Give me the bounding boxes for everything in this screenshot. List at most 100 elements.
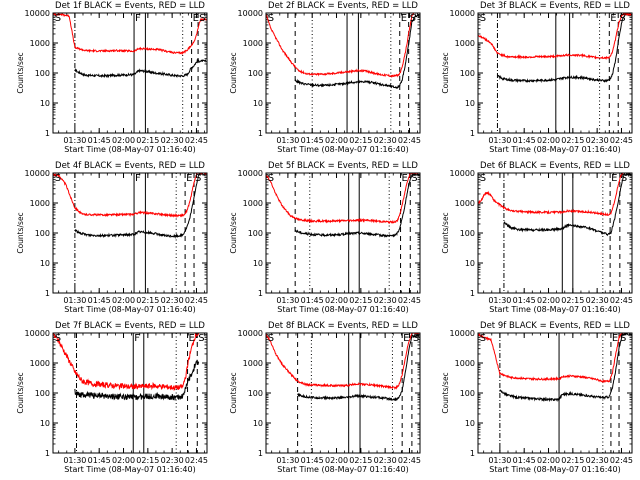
x-axis-label: Start Time (08-May-07 01:16:40) [64, 305, 195, 314]
series-group [53, 173, 207, 240]
y-axis-label: Counts/sec [441, 212, 450, 253]
plot-frame [52, 12, 208, 134]
marker-label: S [480, 333, 486, 344]
y-tick-label: 1 [470, 449, 475, 458]
marker-label: E [403, 333, 409, 344]
x-tick-label: 02:30 [586, 456, 609, 465]
x-tick-label: 01:30 [63, 296, 86, 305]
y-tick-label: 1 [45, 129, 50, 138]
panel-title: Det 7f BLACK = Events, RED = LLD [55, 321, 205, 331]
y-tick-label: 100 [460, 69, 475, 78]
detector-panel: Det 9f BLACK = Events, RED = LLD 1 10 100 10… [441, 321, 633, 474]
y-tick-label: 1 [470, 289, 475, 298]
y-tick-label: 10000 [450, 9, 475, 18]
series-events-line [503, 173, 632, 237]
y-tick-label: 10 [253, 99, 263, 108]
y-tick-label: 100 [460, 389, 475, 398]
y-tick-label: 1 [258, 129, 263, 138]
y-tick-label: 1000 [455, 39, 475, 48]
plot-frame [477, 332, 633, 454]
y-tick-label: 100 [35, 389, 50, 398]
y-tick-label: 1 [258, 289, 263, 298]
y-tick-label: 1000 [30, 359, 50, 368]
y-axis-label: Counts/sec [229, 52, 238, 93]
y-tick-label: 1000 [243, 199, 263, 208]
x-axis-label: Start Time (08-May-07 01:16:40) [277, 305, 408, 314]
marker-label: S [199, 13, 205, 24]
marker-label: E [611, 173, 617, 184]
y-tick-label: 1000 [243, 359, 263, 368]
x-tick-label: 02:15 [136, 456, 159, 465]
y-axis-label: Counts/sec [16, 212, 25, 253]
y-tick-label: 10 [40, 259, 50, 268]
x-tick-label: 02:45 [610, 136, 633, 145]
y-tick-label: 10000 [238, 169, 263, 178]
panel-title: Det 8f BLACK = Events, RED = LLD [268, 321, 418, 331]
series-lld-line [478, 13, 632, 60]
plot-frame [477, 172, 633, 294]
x-tick-label: 01:45 [88, 296, 111, 305]
series-events-line [74, 173, 207, 240]
detector-panel: Det 3f BLACK = Events, RED = LLD 1 10 100 10… [441, 1, 633, 154]
marker-label: S [410, 13, 416, 24]
series-events-line [497, 13, 632, 84]
x-tick-label: 01:30 [276, 296, 299, 305]
marker-label: S [195, 173, 201, 184]
plot-frame [265, 332, 421, 454]
x-tick-label: 02:45 [185, 456, 208, 465]
x-axis-label: Start Time (08-May-07 01:16:40) [277, 145, 408, 154]
panel-title: Det 1f BLACK = Events, RED = LLD [55, 1, 205, 11]
x-tick-label: 02:00 [537, 136, 560, 145]
x-tick-label: 01:45 [513, 296, 536, 305]
y-axis-label: Counts/sec [229, 212, 238, 253]
detector-panel: Det 1f BLACK = Events, RED = LLD 1 10 100 10… [16, 1, 208, 154]
y-tick-label: 1 [470, 129, 475, 138]
series-lld-line [478, 173, 630, 217]
plot-frame [477, 12, 633, 134]
marker-label: E [402, 173, 408, 184]
series-group [478, 173, 632, 237]
marker-label: S [620, 333, 626, 344]
x-tick-label: 02:15 [561, 296, 584, 305]
series-group [478, 333, 632, 402]
y-axis-label: Counts/sec [229, 372, 238, 413]
series-group [478, 13, 632, 84]
series-lld-line [53, 173, 207, 219]
x-tick-label: 02:00 [112, 136, 135, 145]
detector-panel: Det 5f BLACK = Events, RED = LLD 1 10 100 10… [229, 161, 421, 314]
marker-label: S [619, 13, 625, 24]
x-tick-label: 01:45 [301, 136, 324, 145]
x-tick-label: 02:30 [161, 136, 184, 145]
x-tick-label: 02:00 [325, 136, 348, 145]
marker-label: S [480, 13, 486, 24]
y-tick-label: 1 [45, 449, 50, 458]
plot-frame [52, 172, 208, 294]
series-lld-line [266, 333, 420, 390]
x-tick-label: 01:45 [513, 136, 536, 145]
detector-panel: Det 4f BLACK = Events, RED = LLD 1 10 100 10… [16, 161, 208, 314]
y-tick-label: 10 [40, 419, 50, 428]
x-tick-label: 02:30 [374, 296, 397, 305]
y-axis-label: Counts/sec [441, 52, 450, 93]
x-tick-label: 02:00 [537, 296, 560, 305]
x-tick-label: 02:45 [610, 296, 633, 305]
x-tick-label: 02:45 [398, 136, 421, 145]
series-group [266, 173, 420, 238]
detector-panel: Det 7f BLACK = Events, RED = LLD 1 10 100 10… [16, 321, 208, 474]
x-axis-label: Start Time (08-May-07 01:16:40) [489, 145, 620, 154]
y-tick-label: 10000 [238, 9, 263, 18]
detector-panel: Det 6f BLACK = Events, RED = LLD 1 10 100 10… [441, 161, 633, 314]
series-group [266, 333, 420, 402]
marker-label: E [186, 173, 192, 184]
y-axis-label: Counts/sec [16, 372, 25, 413]
marker-label: E [193, 13, 199, 24]
x-tick-label: 02:00 [325, 296, 348, 305]
marker-label: S [480, 173, 486, 184]
marker-label: F [134, 333, 140, 344]
x-tick-label: 01:45 [301, 296, 324, 305]
y-tick-label: 10000 [238, 329, 263, 338]
y-tick-label: 100 [248, 229, 263, 238]
x-tick-label: 02:30 [586, 136, 609, 145]
x-axis-label: Start Time (08-May-07 01:16:40) [489, 465, 620, 474]
y-tick-label: 10 [253, 419, 263, 428]
